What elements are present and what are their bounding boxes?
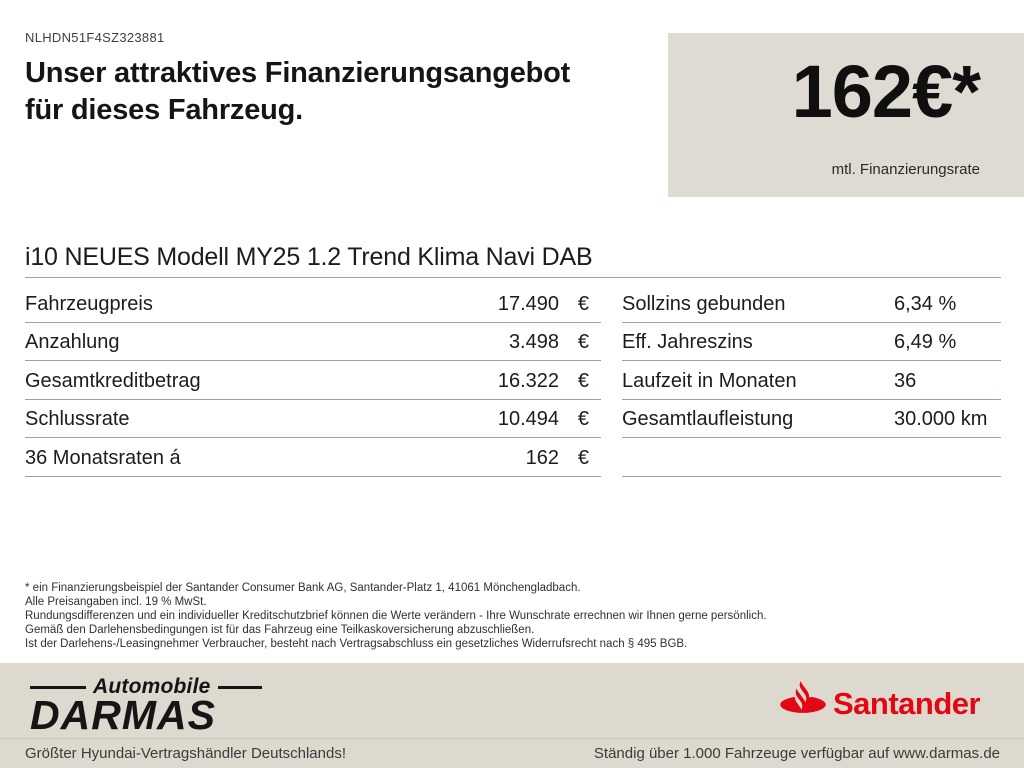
monthly-rate-box: 162€* mtl. Finanzierungsrate <box>668 33 1024 197</box>
finance-label: Anzahlung <box>25 331 120 354</box>
monthly-rate-value: 162€* <box>791 50 981 133</box>
finance-row: Gesamtkreditbetrag 16.322 € <box>25 361 601 400</box>
finance-value: 10.494 <box>497 408 559 431</box>
disclaimer-line: * ein Finanzierungsbeispiel der Santande… <box>25 582 581 594</box>
darmas-logo: Automobile DARMAS <box>30 675 262 736</box>
finance-table-right: Sollzins gebunden 6,34 % Eff. Jahreszins… <box>622 284 1001 477</box>
finance-value: 36 <box>894 369 917 392</box>
disclaimer-line: Gemäß den Darlehensbedingungen ist für d… <box>25 624 535 636</box>
darmas-logo-top: Automobile <box>30 675 262 699</box>
logo-line-right <box>217 685 262 689</box>
finance-row: Anzahlung 3.498 € <box>25 323 601 362</box>
finance-value: 6,34 % <box>894 292 957 315</box>
disclaimer: * ein Finanzierungsbeispiel der Santande… <box>25 581 985 651</box>
headline-line-2: für dieses Fahrzeug. <box>25 94 304 126</box>
monthly-rate-caption: mtl. Finanzierungsrate <box>831 161 980 178</box>
automobile-wordmark: Automobile <box>93 675 211 698</box>
dealer-claim-left: Größter Hyundai-Vertragshändler Deutschl… <box>25 745 346 762</box>
finance-label: Gesamtlaufleistung <box>622 408 794 431</box>
santander-flame-icon <box>780 681 826 726</box>
finance-label: 36 Monatsraten á <box>25 446 181 469</box>
disclaimer-line: Alle Preisangaben incl. 19 % MwSt. <box>25 596 207 608</box>
page-title: Unser attraktives Finanzierungsangebot f… <box>25 55 665 129</box>
finance-row: Laufzeit in Monaten 36 <box>622 361 1001 400</box>
finance-unit: € <box>577 369 589 392</box>
disclaimer-line: Rundungsdifferenzen und ein individuelle… <box>25 610 767 622</box>
finance-value: 3.498 <box>508 331 559 354</box>
finance-value: 162 <box>525 446 559 469</box>
finance-label: Gesamtkreditbetrag <box>25 369 201 392</box>
finance-label: Fahrzeugpreis <box>25 292 153 315</box>
finance-value: 17.490 <box>497 292 559 315</box>
finance-label: Sollzins gebunden <box>622 292 786 315</box>
finance-row: Schlussrate 10.494 € <box>25 400 601 439</box>
finance-row: Fahrzeugpreis 17.490 € <box>25 284 601 323</box>
headline-line-1: Unser attraktives Finanzierungsangebot <box>25 57 571 89</box>
footer-divider <box>0 738 1024 739</box>
finance-label: Eff. Jahreszins <box>622 331 753 354</box>
finance-row: Gesamtlaufleistung 30.000 km <box>622 400 1001 439</box>
finance-unit: € <box>577 292 589 315</box>
finance-row: 36 Monatsraten á 162 € <box>25 438 601 477</box>
santander-wordmark: Santander <box>833 685 981 721</box>
dealer-claim-right: Ständig über 1.000 Fahrzeuge verfügbar a… <box>593 745 1000 762</box>
title-divider <box>25 277 1001 278</box>
disclaimer-line: Ist der Darlehens-/Leasingnehmer Verbrau… <box>25 638 688 650</box>
finance-unit: € <box>577 446 589 469</box>
finance-label: Laufzeit in Monaten <box>622 369 797 392</box>
finance-value: 16.322 <box>497 369 559 392</box>
finance-label: Schlussrate <box>25 408 130 431</box>
finance-unit: € <box>577 331 589 354</box>
finance-value: 6,49 % <box>894 331 957 354</box>
vin-text: NLHDN51F4SZ323881 <box>25 30 165 45</box>
logo-line-left <box>30 685 86 689</box>
finance-row <box>622 438 1001 477</box>
darmas-wordmark: DARMAS <box>30 692 216 738</box>
finance-row: Eff. Jahreszins 6,49 % <box>622 323 1001 362</box>
footer: Automobile DARMAS Santander Größter Hyun… <box>0 663 1024 768</box>
vehicle-title: i10 NEUES Modell MY25 1.2 Trend Klima Na… <box>25 243 593 271</box>
finance-row: Sollzins gebunden 6,34 % <box>622 284 1001 323</box>
finance-table-left: Fahrzeugpreis 17.490 € Anzahlung 3.498 €… <box>25 284 601 477</box>
finance-value: 30.000 km <box>894 408 988 431</box>
santander-logo: Santander <box>780 681 981 726</box>
finance-unit: € <box>577 408 589 431</box>
